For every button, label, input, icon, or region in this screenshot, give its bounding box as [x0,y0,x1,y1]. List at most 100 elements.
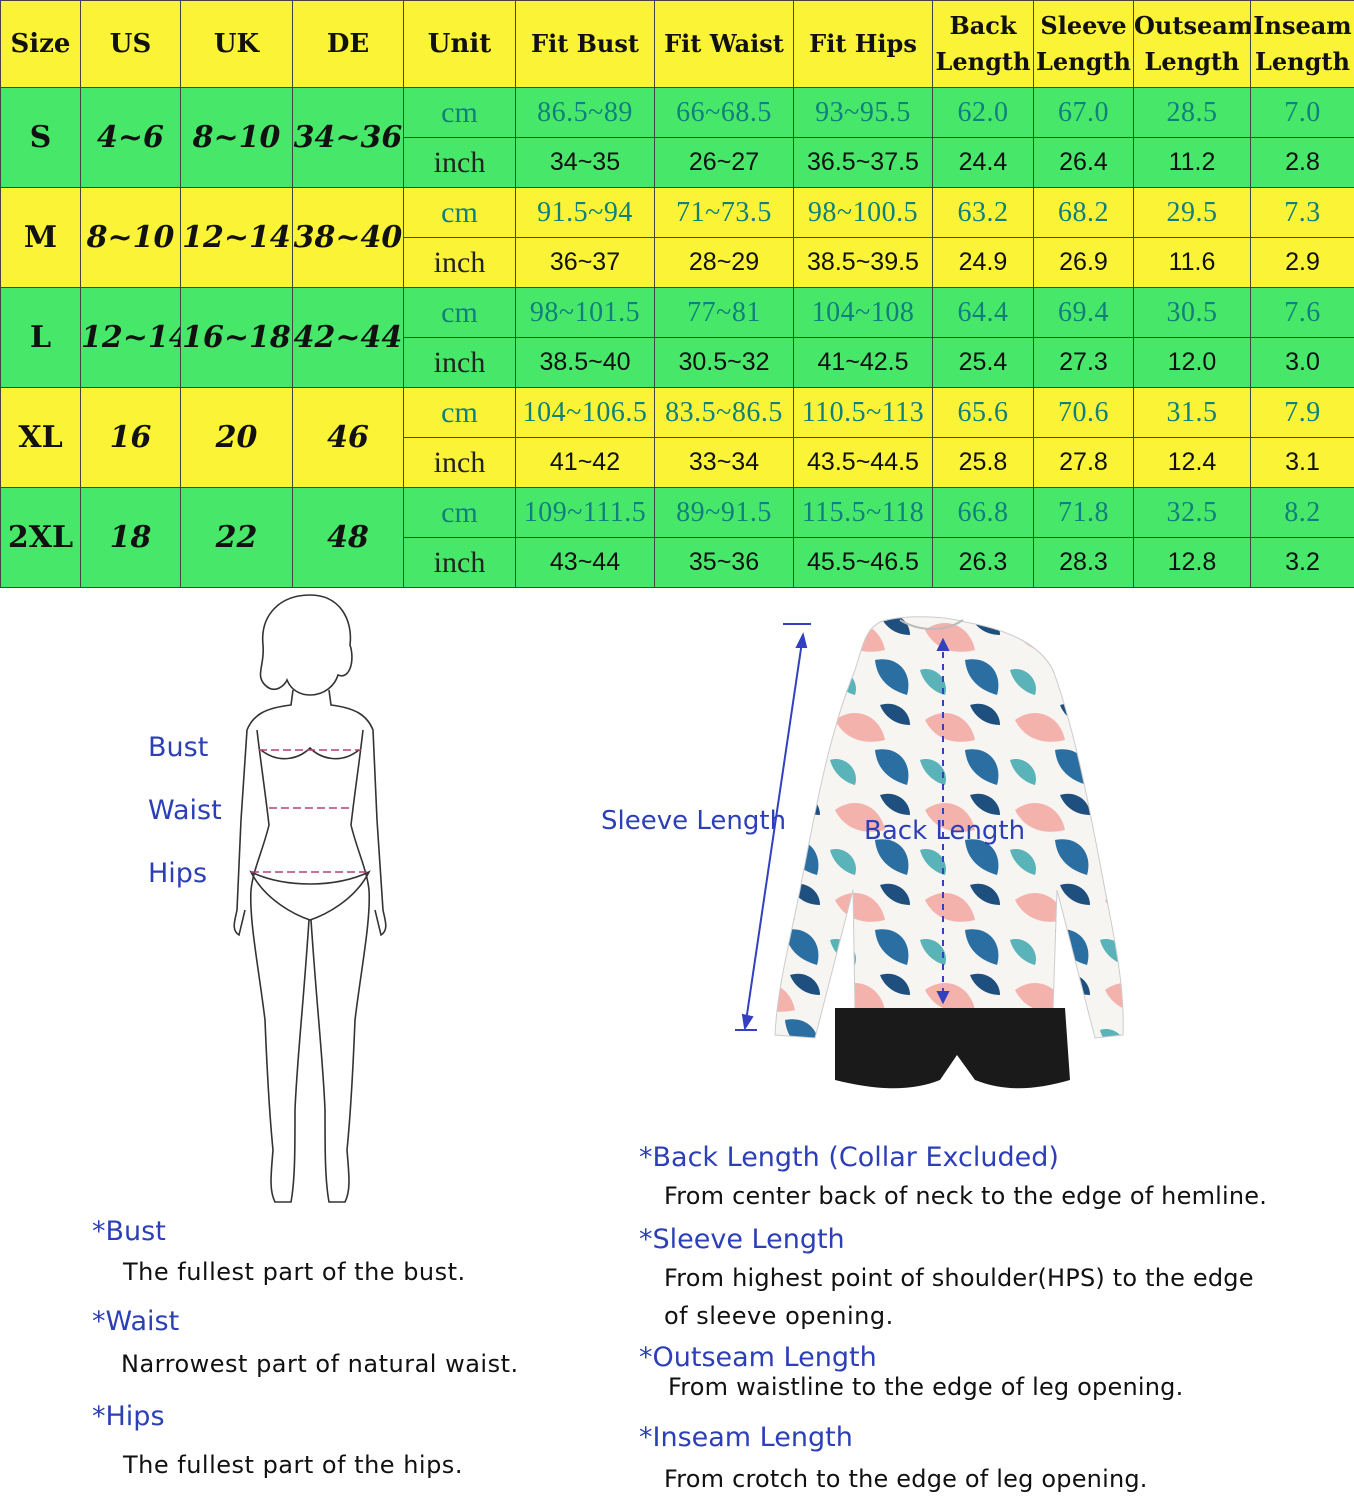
inch-value: 26~27 [654,137,794,188]
inch-value: 33~34 [654,437,794,488]
us-size: 18 [80,487,181,588]
inch-value: 12.4 [1133,437,1251,488]
unit-cm-label: cm [403,287,516,338]
inch-value: 36~37 [515,237,655,288]
def-sleeve-text-2: of sleeve opening. [664,1302,894,1330]
inch-value: 2.8 [1250,137,1354,188]
inch-value: 30.5~32 [654,337,794,388]
def-sleeve-title: *Sleeve Length [639,1224,845,1255]
table-row: inch 41~42 33~34 43.5~44.5 25.8 27.8 12.4 3.1 [1,437,1354,488]
inch-value: 3.1 [1250,437,1354,488]
def-outseam-title: *Outseam Length [639,1342,877,1373]
cm-value: 7.3 [1250,187,1354,238]
table-row: XL 16 20 46 cm 104~106.5 83.5~86.5 110.5~113 65.… [0,387,1354,488]
unit-cm-label: cm [403,387,516,438]
cm-value: 63.2 [932,187,1034,238]
cm-value: 71.8 [1033,487,1134,538]
header-sleeve-line2: Length [1036,47,1131,76]
table-row: M 8~10 12~14 38~40 cm 91.5~94 71~73.5 98~100.5 6… [0,187,1354,288]
cm-value: 68.2 [1033,187,1134,238]
unit-inch-label: inch [403,537,516,588]
table-row: inch 43~44 35~36 45.5~46.5 26.3 28.3 12.8 3.2 [1,537,1354,588]
figure-label-hips: Hips [148,858,208,889]
cm-value: 31.5 [1133,387,1251,438]
cm-value: 7.6 [1250,287,1354,338]
de-size: 46 [292,387,404,488]
header-row: Size US UK DE Unit Fit Bust Fit Waist Fi… [0,0,1354,88]
def-inseam-title: *Inseam Length [639,1422,853,1453]
cm-value: 115.5~118 [793,487,933,538]
cm-value: 110.5~113 [793,387,933,438]
cm-value: 32.5 [1133,487,1251,538]
header-size: Size [0,0,81,88]
cm-value: 93~95.5 [793,87,933,138]
cm-value: 69.4 [1033,287,1134,338]
inch-value: 26.4 [1033,137,1134,188]
inch-value: 28.3 [1033,537,1134,588]
table-row: 2XL 18 22 48 cm 109~111.5 89~91.5 115.5~118 66.8… [0,487,1354,588]
inch-value: 11.6 [1133,237,1251,288]
inch-value: 41~42 [515,437,655,488]
inch-value: 35~36 [654,537,794,588]
header-inseam-line1: Inseam [1253,11,1352,40]
cm-value: 29.5 [1133,187,1251,238]
cm-value: 30.5 [1133,287,1251,338]
us-size: 4~6 [80,87,181,188]
header-back-line1: Back [949,11,1017,40]
body-figure-illustration [233,594,387,1203]
uk-size: 16~18 [180,287,293,388]
def-inseam-text: From crotch to the edge of leg opening. [664,1465,1148,1493]
inch-value: 12.0 [1133,337,1251,388]
inch-value: 11.2 [1133,137,1251,188]
table-row: S 4~6 8~10 34~36 cm 86.5~89 66~68.5 93~95.5 62.0… [0,87,1354,188]
cm-value: 104~108 [793,287,933,338]
inch-value: 2.9 [1250,237,1354,288]
cm-value: 62.0 [932,87,1034,138]
cm-value: 71~73.5 [654,187,794,238]
inch-value: 26.9 [1033,237,1134,288]
cm-value: 67.0 [1033,87,1134,138]
cm-value: 89~91.5 [654,487,794,538]
cm-value: 7.9 [1250,387,1354,438]
size-table-body: S 4~6 8~10 34~36 cm 86.5~89 66~68.5 93~95.5 62.0… [0,87,1354,588]
size-label: M [0,187,81,288]
cm-value: 65.6 [932,387,1034,438]
size-chart-table: Size US UK DE Unit Fit Bust Fit Waist Fi… [0,0,1354,588]
size-label: 2XL [0,487,81,588]
def-outseam-text: From waistline to the edge of leg openin… [668,1373,1184,1401]
header-uk: UK [180,0,293,88]
uk-size: 22 [180,487,293,588]
cm-value: 28.5 [1133,87,1251,138]
unit-inch-label: inch [403,137,516,188]
size-label: S [0,87,81,188]
de-size: 48 [292,487,404,588]
def-back-title: *Back Length (Collar Excluded) [639,1142,1059,1173]
inch-value: 3.0 [1250,337,1354,388]
inch-value: 25.8 [932,437,1034,488]
de-size: 34~36 [292,87,404,188]
inch-value: 43.5~44.5 [793,437,933,488]
unit-inch-label: inch [403,437,516,488]
uk-size: 12~14 [180,187,293,288]
header-outseam-line2: Length [1144,47,1240,76]
cm-value: 109~111.5 [515,487,655,538]
inch-value: 28~29 [654,237,794,288]
figure-label-bust: Bust [148,732,209,763]
table-row: inch 34~35 26~27 36.5~37.5 24.4 26.4 11.2 2.8 [1,137,1354,188]
def-bust-title: *Bust [92,1216,166,1247]
header-back-line2: Length [935,47,1031,76]
inch-value: 34~35 [515,137,655,188]
us-size: 8~10 [80,187,181,288]
inch-value: 38.5~39.5 [793,237,933,288]
figure-label-waist: Waist [148,795,222,826]
def-waist-title: *Waist [92,1306,180,1337]
def-hips-title: *Hips [92,1401,165,1432]
inch-value: 36.5~37.5 [793,137,933,188]
inch-value: 38.5~40 [515,337,655,388]
cm-value: 7.0 [1250,87,1354,138]
unit-inch-label: inch [403,337,516,388]
cm-value: 70.6 [1033,387,1134,438]
def-hips-text: The fullest part of the hips. [123,1451,463,1479]
header-fit-hips: Fit Hips [793,0,933,88]
def-back-text: From center back of neck to the edge of … [664,1182,1268,1210]
